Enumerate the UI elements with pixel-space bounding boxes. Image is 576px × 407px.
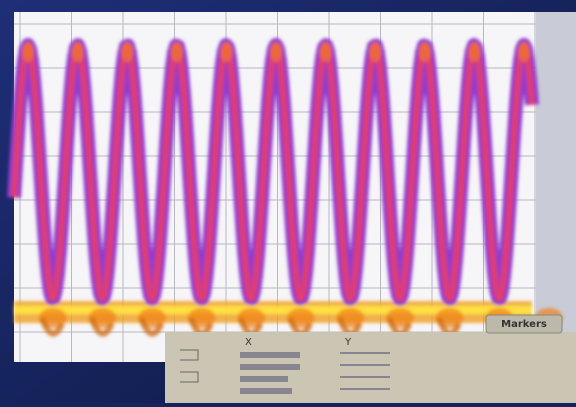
peak-hot (171, 42, 183, 62)
peak-hot (320, 42, 332, 62)
peak-hot (220, 42, 232, 62)
peak-hot (270, 42, 282, 62)
peak-hot (22, 42, 34, 62)
marker-panel (165, 332, 576, 403)
scope-screen: Markers X Y (0, 0, 576, 403)
column-header: X (245, 337, 252, 348)
side-strip (536, 12, 576, 332)
peak-hot (518, 42, 530, 62)
peak-hot (121, 42, 133, 62)
peak-hot (72, 42, 84, 62)
peak-hot (369, 42, 381, 62)
tab-label: Markers (501, 319, 547, 330)
column-header: Y (344, 337, 352, 348)
peak-hot (419, 42, 431, 62)
peak-hot (468, 42, 480, 62)
page: Markers X Y (() => { const data = JSON.p… (0, 0, 576, 403)
